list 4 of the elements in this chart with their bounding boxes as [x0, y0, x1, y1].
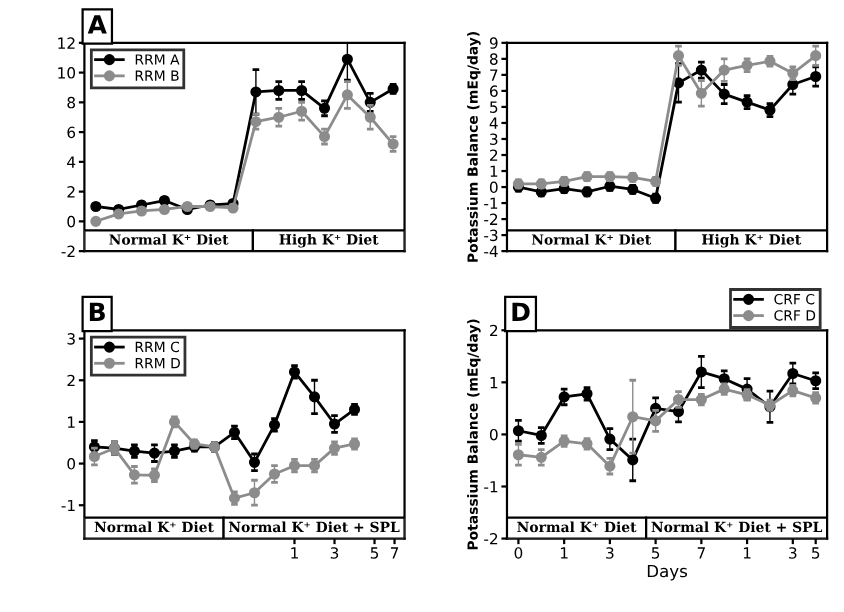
chart-title: A	[87, 15, 107, 34]
x-axis-title: Days	[647, 564, 688, 581]
chart-title: B	[89, 302, 105, 321]
chart-title: D	[512, 302, 530, 321]
